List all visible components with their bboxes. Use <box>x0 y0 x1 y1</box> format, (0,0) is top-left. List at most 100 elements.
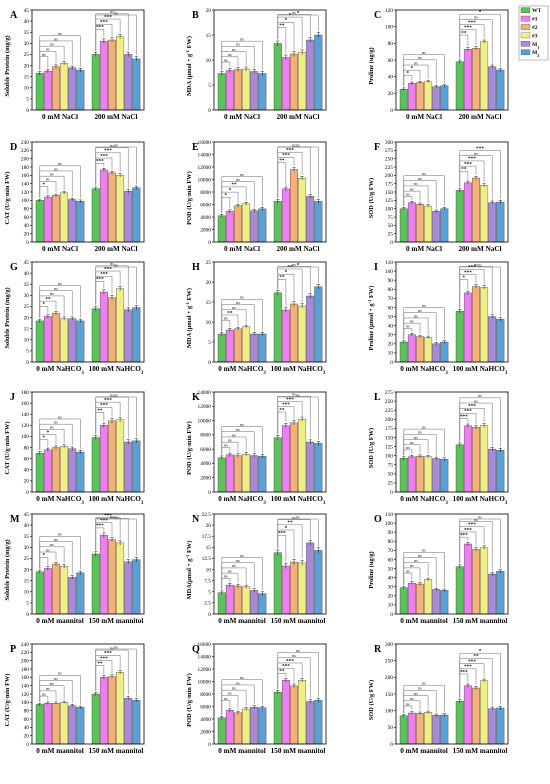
y-tick-label: 5 <box>208 83 211 89</box>
y-tick-label: 60 <box>24 215 30 221</box>
significance-label: * <box>43 302 46 308</box>
significance-label: ns <box>418 553 422 558</box>
y-tick-label: 20 <box>388 594 394 600</box>
bar <box>407 83 416 111</box>
bar <box>99 425 108 493</box>
y-tick-label: 6000 <box>200 202 211 208</box>
chart-panel-J: J CAT (U/g·min FW) 0 20 40 60 80 100 120 140 160 18… <box>4 390 145 506</box>
significance-label: ns <box>114 262 118 267</box>
significance-label: * <box>407 71 410 77</box>
significance-label: ns <box>228 52 232 57</box>
x-category-label: 200 mM NaCl <box>458 245 501 253</box>
bar <box>424 712 433 745</box>
significance-label: ns <box>414 691 418 696</box>
bar <box>472 48 480 111</box>
x-category-label: 0 mM NaHCO3 <box>400 495 448 506</box>
x-category-label: 0 mM mannitol <box>218 747 266 755</box>
bar <box>258 208 267 243</box>
bar <box>91 188 100 243</box>
bar <box>124 309 133 363</box>
bar <box>258 456 267 493</box>
significance-bracket <box>221 176 263 213</box>
significance-label: ** <box>461 167 467 173</box>
y-tick-label: 120 <box>385 8 393 14</box>
bar <box>60 702 69 745</box>
bar <box>455 701 464 745</box>
y-tick-label: 20 <box>24 479 30 485</box>
y-tick-label: 5 <box>208 340 211 346</box>
bar <box>35 571 44 615</box>
bar <box>407 334 416 363</box>
significance-label: *** <box>464 25 472 31</box>
bar <box>225 454 234 493</box>
bar <box>242 708 251 745</box>
significance-bracket <box>39 536 81 570</box>
bar <box>91 693 100 745</box>
significance-label: ns <box>46 547 50 552</box>
y-axis-label: POD (U/g·min FW) <box>186 171 193 225</box>
x-category-label: 0 mM NaHCO3 <box>36 365 84 376</box>
y-tick-label: 30 <box>24 41 30 47</box>
significance-label: ns <box>414 60 418 65</box>
significance-label: ns <box>406 445 410 450</box>
significance-bracket <box>221 447 231 455</box>
bar <box>399 587 408 615</box>
y-tick-label: 15 <box>206 33 212 39</box>
bar <box>399 88 408 111</box>
y-axis-label: MDA(μmol・g-1 FW) <box>185 541 194 600</box>
y-tick-label: 175 <box>385 426 393 432</box>
y-tick-label: 10 <box>206 58 212 64</box>
significance-label: ns <box>240 422 244 427</box>
significance-bracket <box>459 518 501 568</box>
significance-label: *** <box>282 663 290 669</box>
bar <box>52 563 60 615</box>
bar <box>488 448 497 493</box>
bar <box>124 441 133 493</box>
y-tick-label: 160 <box>21 675 29 681</box>
bar <box>455 61 464 111</box>
significance-label: ns <box>42 691 46 696</box>
y-tick-label: 40 <box>24 468 30 474</box>
significance-label: ns <box>114 514 118 519</box>
y-tick-label: 10 <box>206 320 212 326</box>
significance-label: ns <box>292 515 296 520</box>
y-tick-label: 0 <box>26 742 29 748</box>
y-tick-label: 6000 <box>200 447 211 453</box>
significance-label: *** <box>96 25 104 31</box>
significance-label: ns <box>58 281 62 286</box>
x-category-label: 150 mM mannitol <box>271 617 326 625</box>
significance-label: *** <box>286 148 294 154</box>
significance-label: ns <box>224 316 228 321</box>
y-tick-label: 25 <box>24 556 30 562</box>
bar <box>416 713 424 745</box>
x-category-label: 0 mM NaHCO3 <box>36 495 84 506</box>
y-tick-label: 80 <box>24 206 30 212</box>
y-tick-label: 80 <box>388 539 394 545</box>
significance-label: * <box>411 66 414 72</box>
chart-panel-I: I Proline (μmol・g-1 FW) 0 10 20 30 40 50 60 70 80 9… <box>367 260 509 376</box>
chart-panel-M: M Soluble Protein (mg/g) 0 5 10 15 20 25 30 35 40 4… <box>4 512 145 625</box>
y-tick-label: 80 <box>24 708 30 714</box>
significance-label: ns <box>474 15 478 20</box>
significance-label: ns <box>296 648 300 653</box>
y-tick-label: 0 <box>208 240 211 246</box>
significance-label: * <box>289 12 292 18</box>
bar <box>76 572 85 615</box>
bar <box>488 202 497 243</box>
x-category-label: 0 mM NaCl <box>224 245 260 253</box>
bar <box>43 70 52 111</box>
significance-label: *** <box>104 266 112 272</box>
x-category-label: 200 mM NaCl <box>94 113 137 121</box>
bar <box>455 566 464 615</box>
y-tick-label: 200 <box>21 658 29 664</box>
y-tick-label: 50 <box>388 314 394 320</box>
y-tick-label: 10 <box>388 351 394 357</box>
y-tick-label: 5 <box>26 601 29 607</box>
bar <box>234 455 242 493</box>
significance-label: ns <box>422 50 426 55</box>
significance-label: ns <box>228 437 232 442</box>
bar <box>432 211 441 243</box>
significance-label: ns <box>58 414 62 419</box>
chart-panel-E: E POD (U/g·min FW) 0 2000 4000 6000 8000 10000 1… <box>186 140 327 253</box>
y-tick-label: 2.5 <box>204 601 211 607</box>
